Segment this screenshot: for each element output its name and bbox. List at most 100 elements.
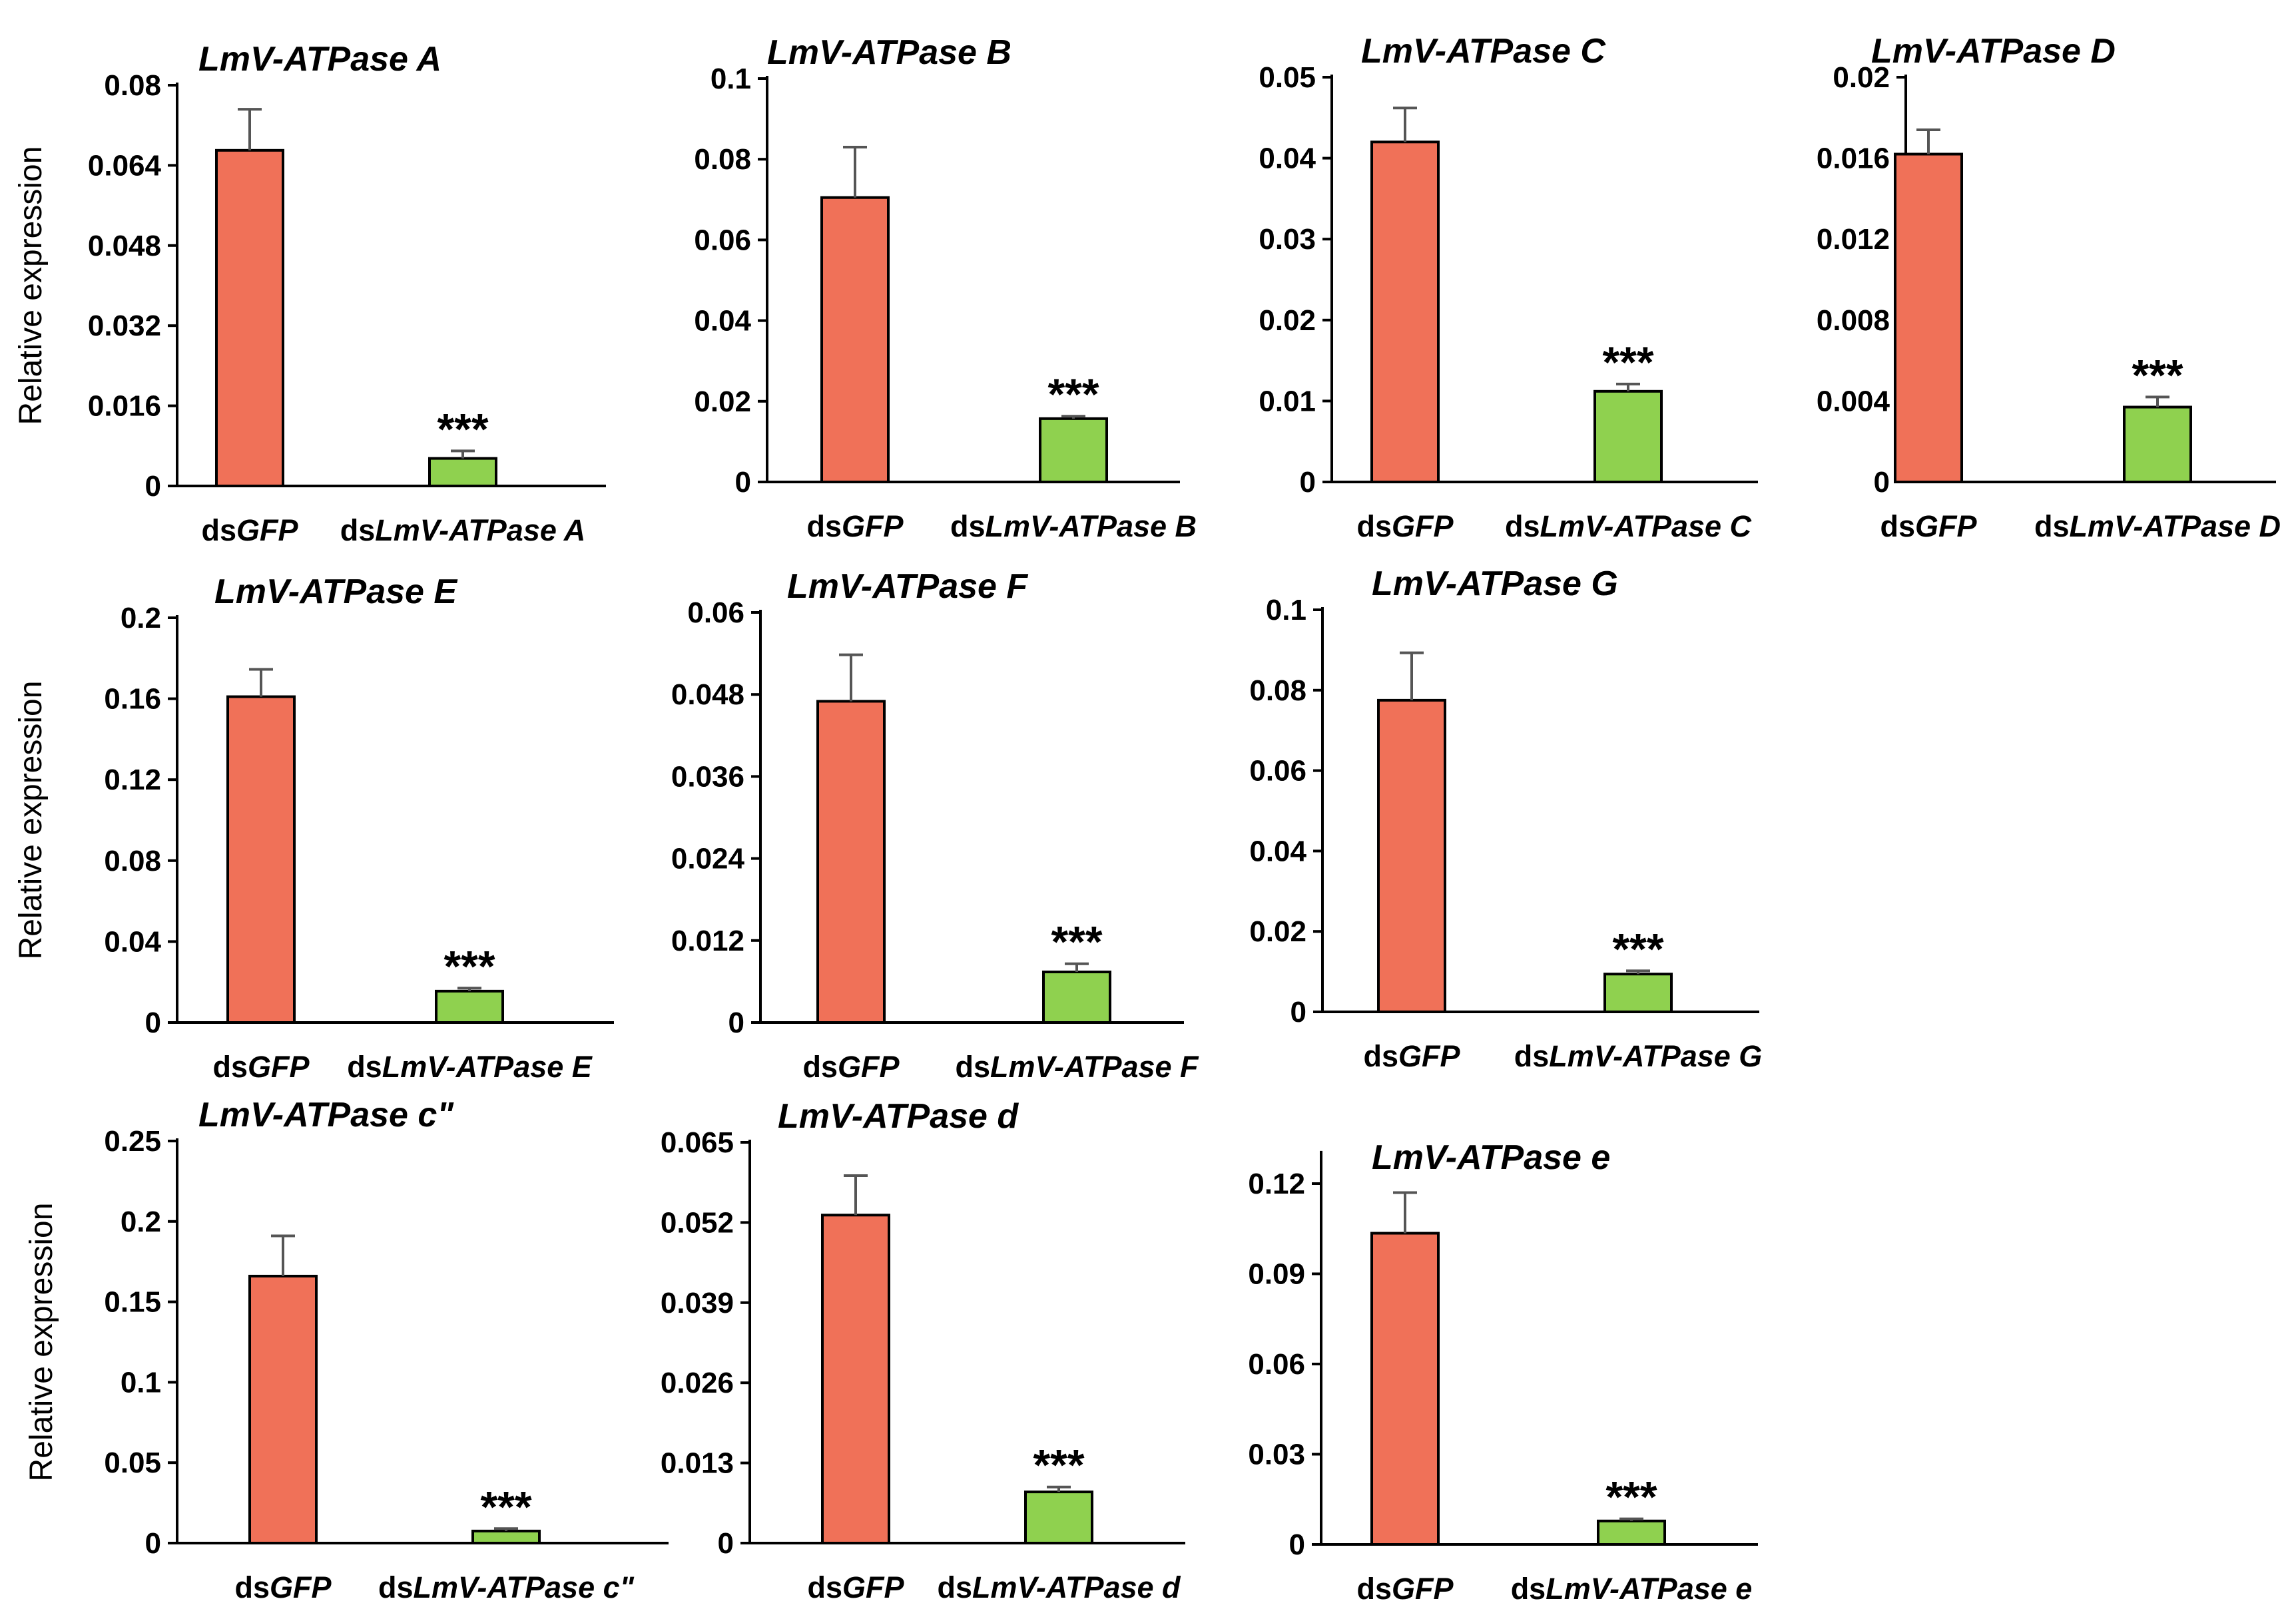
- y-tick-label: 0.05: [1259, 61, 1316, 94]
- y-tick-label: 0: [145, 1007, 161, 1039]
- chart-title: LmV-ATPase A: [198, 40, 441, 79]
- category-prefix: ds: [806, 509, 842, 543]
- category-prefix: ds: [201, 513, 236, 547]
- y-tick-label: 0.004: [1817, 385, 1890, 417]
- bar-knockdown: [471, 1529, 541, 1544]
- y-tick-label: 0: [145, 470, 161, 503]
- significance-marker: ***: [1051, 917, 1102, 967]
- x-category-label: dsLmV-ATPase d: [937, 1570, 1181, 1604]
- y-tick-label: 0.064: [88, 149, 162, 182]
- category-gene: GFP: [1398, 1039, 1460, 1073]
- y-tick-label: 0: [718, 1527, 734, 1560]
- y-tick-label: 0.16: [104, 683, 161, 716]
- y-axis-label: Relative expression: [24, 1203, 59, 1482]
- x-category-label: dsLmV-ATPase E: [347, 1050, 593, 1084]
- x-category-label: dsGFP: [806, 509, 904, 543]
- x-category-label: dsGFP: [1356, 509, 1454, 543]
- y-tick-label: 0.06: [694, 224, 751, 256]
- bar-knockdown: [1603, 973, 1673, 1013]
- category-gene: LmV-ATPase F: [990, 1050, 1199, 1084]
- y-tick-label: 0.15: [104, 1286, 161, 1319]
- x-category-label: dsGFP: [807, 1570, 904, 1604]
- category-prefix: ds: [950, 509, 986, 543]
- y-tick-label: 0.06: [687, 596, 744, 629]
- chart-title: LmV-ATPase D: [1871, 32, 2116, 71]
- category-prefix: ds: [1511, 1572, 1546, 1606]
- category-prefix: ds: [802, 1050, 838, 1084]
- category-prefix: ds: [1880, 509, 1915, 543]
- x-category-label: dsLmV-ATPase C: [1505, 509, 1753, 543]
- bar-dsGFP: [816, 700, 886, 1024]
- bar-dsGFP: [1894, 152, 1963, 484]
- bar-dsGFP: [1370, 140, 1440, 483]
- chart-title: LmV-ATPase E: [214, 573, 457, 611]
- chart-title: LmV-ATPase G: [1372, 565, 1618, 603]
- y-tick-label: 0.1: [711, 63, 751, 95]
- bar-knockdown: [1039, 417, 1108, 483]
- category-gene: LmV-ATPase A: [375, 513, 585, 547]
- y-tick-label: 0.01: [1259, 385, 1316, 417]
- category-prefix: ds: [212, 1050, 248, 1084]
- category-prefix: ds: [955, 1050, 990, 1084]
- x-category-label: dsGFP: [212, 1050, 310, 1084]
- category-gene: LmV-ATPase D: [2069, 509, 2281, 543]
- category-prefix: ds: [1514, 1039, 1550, 1073]
- category-gene: LmV-ATPase C: [1540, 509, 1752, 543]
- x-category-label: dsLmV-ATPase F: [955, 1050, 1199, 1084]
- bar-knockdown: [428, 457, 497, 487]
- x-category-label: dsLmV-ATPase G: [1514, 1039, 1763, 1073]
- chart-title: LmV-ATPase C: [1361, 32, 1606, 71]
- y-tick-label: 0.08: [104, 69, 161, 102]
- chart-title: LmV-ATPase B: [767, 33, 1011, 72]
- y-axis-label: Relative expression: [13, 146, 49, 425]
- y-tick-label: 0.03: [1259, 223, 1316, 256]
- y-tick-label: 0.02: [1833, 61, 1890, 94]
- significance-marker: ***: [1605, 1473, 1657, 1522]
- category-gene: LmV-ATPase G: [1549, 1039, 1762, 1073]
- y-tick-label: 0.04: [104, 925, 161, 958]
- y-tick-label: 0.016: [88, 390, 161, 423]
- y-tick-label: 0.04: [1249, 835, 1306, 867]
- category-prefix: ds: [234, 1570, 270, 1604]
- significance-marker: ***: [1612, 924, 1663, 973]
- category-prefix: ds: [340, 513, 376, 547]
- y-tick-label: 0.25: [104, 1125, 161, 1158]
- y-tick-label: 0.065: [661, 1126, 734, 1159]
- category-prefix: ds: [2034, 509, 2070, 543]
- x-category-label: dsGFP: [201, 513, 298, 547]
- bar-dsGFP: [1370, 1232, 1440, 1546]
- category-gene: LmV-ATPase E: [382, 1050, 593, 1084]
- bar-knockdown: [435, 989, 504, 1025]
- y-tick-label: 0.012: [671, 925, 744, 957]
- y-tick-label: 0.026: [661, 1367, 734, 1399]
- category-prefix: ds: [807, 1570, 842, 1604]
- y-tick-label: 0.02: [694, 385, 751, 418]
- category-gene: GFP: [1915, 509, 1977, 543]
- y-tick-label: 0.08: [694, 143, 751, 176]
- y-tick-label: 0: [1300, 466, 1316, 499]
- category-gene: LmV-ATPase e: [1546, 1572, 1752, 1606]
- x-category-label: dsLmV-ATPase e: [1511, 1572, 1753, 1606]
- y-tick-label: 0: [145, 1527, 161, 1560]
- y-tick-label: 0.12: [1248, 1168, 1305, 1200]
- y-tick-label: 0: [1874, 466, 1890, 499]
- category-prefix: ds: [1505, 509, 1540, 543]
- y-tick-label: 0: [1291, 996, 1306, 1029]
- bar-dsGFP: [226, 695, 296, 1025]
- y-tick-label: 0.08: [104, 845, 161, 877]
- y-tick-label: 0: [1289, 1528, 1305, 1561]
- y-tick-label: 0.02: [1259, 304, 1316, 337]
- category-gene: GFP: [1392, 1572, 1454, 1606]
- bar-dsGFP: [820, 196, 890, 483]
- y-tick-label: 0.02: [1249, 915, 1306, 948]
- chart-title: LmV-ATPase e: [1372, 1138, 1610, 1177]
- bar-knockdown: [1024, 1491, 1093, 1544]
- category-gene: LmV-ATPase B: [985, 509, 1197, 543]
- chart-title: LmV-ATPase c": [198, 1096, 454, 1134]
- category-gene: LmV-ATPase d: [972, 1570, 1181, 1604]
- category-gene: GFP: [236, 513, 298, 547]
- y-tick-label: 0.024: [671, 843, 745, 875]
- significance-marker: ***: [1047, 369, 1099, 419]
- bar-knockdown: [1042, 971, 1111, 1024]
